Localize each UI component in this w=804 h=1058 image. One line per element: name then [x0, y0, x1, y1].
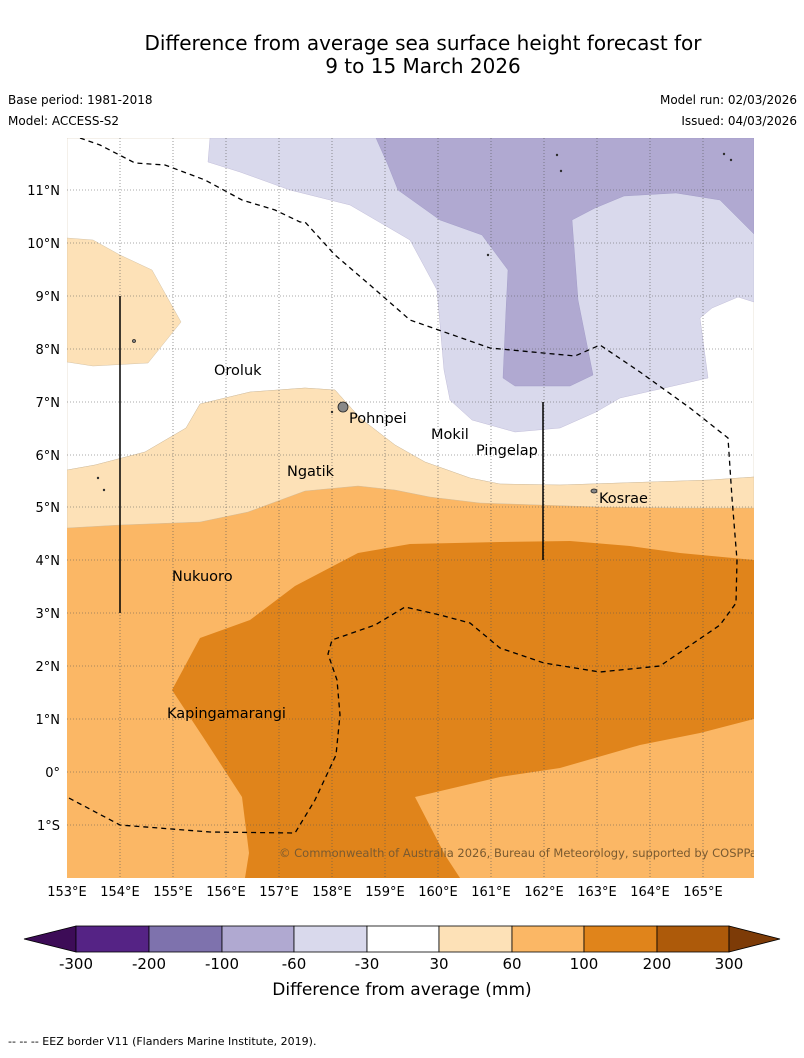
colorbar-seg — [511, 925, 585, 953]
lat-label: 11°N — [27, 184, 60, 199]
lon-label: 161°E — [471, 885, 511, 900]
colorbar-seg — [293, 925, 368, 953]
lat-label: 10°N — [27, 237, 60, 252]
map-area: Oroluk Pohnpei Mokil Pingelap Ngatik Kos… — [67, 138, 763, 878]
lon-labels: 153°E 154°E 155°E 156°E 157°E 158°E 159°… — [47, 885, 723, 900]
colorbar — [23, 925, 781, 953]
lon-label: 159°E — [365, 885, 405, 900]
lat-label: 0° — [45, 766, 60, 781]
lat-label: 9°N — [36, 290, 61, 305]
place-label: Ngatik — [287, 464, 335, 480]
lat-label: 7°N — [36, 396, 61, 411]
lon-label: 163°E — [577, 885, 617, 900]
lat-label: 1°N — [36, 713, 61, 728]
colorbar-tick: 30 — [429, 955, 448, 973]
model-name: Model: ACCESS-S2 — [8, 114, 120, 128]
lon-label: 165°E — [683, 885, 723, 900]
model-run: Model run: 02/03/2026 — [659, 93, 797, 107]
place-label: Pingelap — [476, 443, 538, 459]
issued-date: Issued: 04/03/2026 — [681, 114, 797, 128]
graticule — [67, 138, 754, 878]
colorbar-seg — [366, 925, 440, 953]
colorbar-seg — [23, 925, 77, 953]
lat-labels: 11°N 10°N 9°N 8°N 7°N 6°N 5°N 4°N 3°N 2°… — [27, 184, 60, 834]
band-30-60-main — [67, 387, 754, 529]
band-neg60-neg100 — [375, 138, 754, 387]
lon-label: 164°E — [630, 885, 670, 900]
eez-border — [67, 138, 738, 834]
colorbar-label: Difference from average (mm) — [272, 980, 531, 1000]
colorbar-tick: -100 — [205, 955, 239, 973]
colorbar-tick: -60 — [282, 955, 307, 973]
eez-footnote: -- -- -- EEZ border V11 (Flanders Marine… — [8, 1035, 317, 1048]
lat-label: 5°N — [36, 501, 61, 516]
place-label: Oroluk — [214, 363, 262, 379]
place-label: Mokil — [431, 427, 469, 443]
lat-label: 4°N — [36, 554, 61, 569]
base-period: Base period: 1981-2018 — [8, 93, 153, 107]
lon-label: 162°E — [524, 885, 564, 900]
colorbar-seg — [583, 925, 658, 953]
lon-label: 156°E — [206, 885, 246, 900]
lon-label: 158°E — [312, 885, 352, 900]
chart-title: Difference from average sea surface heig… — [0, 32, 804, 78]
lon-label: 154°E — [100, 885, 140, 900]
title-line-2: 9 to 15 March 2026 — [325, 54, 521, 78]
place-label: Kapingamarangi — [167, 706, 286, 722]
colorbar-tick: 100 — [570, 955, 599, 973]
colorbar-tick: 60 — [502, 955, 521, 973]
colorbar-tick: -300 — [59, 955, 93, 973]
lon-label: 160°E — [418, 885, 458, 900]
colorbar-tick: 200 — [643, 955, 672, 973]
place-label: Nukuoro — [172, 569, 233, 585]
colorbar-seg — [221, 925, 295, 953]
colorbar-seg — [728, 925, 781, 953]
copyright-note: © Commonwealth of Australia 2026, Bureau… — [279, 846, 763, 860]
lon-label: 153°E — [47, 885, 87, 900]
lat-label: 8°N — [36, 343, 61, 358]
band-30-60-west — [67, 237, 182, 367]
lat-label: 3°N — [36, 607, 61, 622]
colorbar-seg — [656, 925, 730, 953]
title-line-1: Difference from average sea surface heig… — [144, 31, 702, 55]
place-label: Kosrae — [599, 491, 648, 507]
band-neg30-neg60 — [207, 138, 754, 433]
lat-label: 2°N — [36, 660, 61, 675]
lat-label: 6°N — [36, 449, 61, 464]
colorbar-tick: -30 — [355, 955, 380, 973]
lat-label: 1°S — [37, 819, 60, 834]
colorbar-seg — [148, 925, 223, 953]
colorbar-seg — [75, 925, 150, 953]
lon-label: 157°E — [259, 885, 299, 900]
colorbar-ticks: -300 -200 -100 -60 -30 30 60 100 200 300 — [59, 955, 743, 973]
place-label: Pohnpei — [349, 411, 407, 427]
colorbar-tick: -200 — [132, 955, 166, 973]
lon-label: 155°E — [153, 885, 193, 900]
colorbar-tick: 300 — [715, 955, 744, 973]
band-100-200 — [172, 541, 754, 878]
colorbar-seg — [438, 925, 513, 953]
islands — [96, 152, 733, 494]
